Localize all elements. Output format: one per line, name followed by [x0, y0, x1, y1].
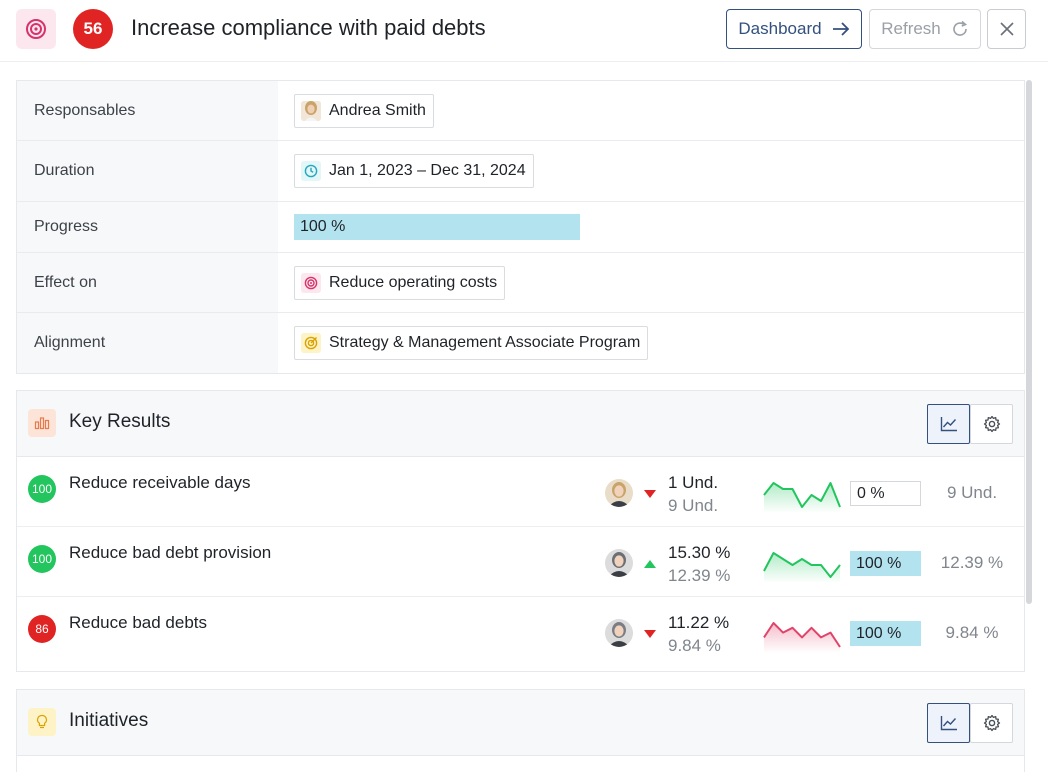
kr-goal-value: 9.84 %: [945, 623, 999, 642]
refresh-button-label: Refresh: [881, 19, 941, 38]
refresh-button[interactable]: Refresh: [869, 9, 981, 49]
trend-down-icon: [643, 627, 657, 638]
kr-score-badge: 100: [28, 475, 56, 503]
kr-name[interactable]: Reduce receivable days: [69, 473, 251, 492]
arrow-right-icon: [832, 22, 849, 36]
duration-chip[interactable]: Jan 1, 2023 – Dec 31, 2024: [294, 154, 534, 188]
alignment-value: Strategy & Management Associate Program: [329, 334, 641, 351]
close-button[interactable]: [987, 9, 1026, 49]
line-chart-icon: [940, 716, 957, 731]
dashboard-button-label: Dashboard: [738, 19, 822, 38]
kr-score-badge: 86: [28, 615, 56, 643]
trend-down-icon: [643, 487, 657, 498]
refresh-icon: [953, 20, 967, 36]
key-results-title: Key Results: [69, 411, 171, 432]
kr-current-value: 11.22 %: [668, 613, 730, 632]
bar-chart-icon: [28, 409, 56, 437]
effect-value: Reduce operating costs: [329, 273, 498, 291]
kr-sparkline: [762, 617, 842, 653]
lightbulb-icon: [28, 708, 56, 736]
target-arrow-icon: [301, 333, 321, 353]
kr-score-badge: 100: [28, 545, 56, 573]
kr-name[interactable]: Reduce bad debt provision: [69, 543, 272, 562]
alignment-chip[interactable]: Strategy & Management Associate Program: [294, 326, 649, 360]
alignment-row: Alignment Strategy & Management Associat…: [17, 313, 1024, 373]
trend-up-icon: [643, 557, 657, 568]
responsables-row: Responsables Andrea Smith: [17, 81, 1024, 141]
responsable-name: Andrea Smith: [329, 101, 426, 119]
key-result-row[interactable]: 100 Reduce bad debt provision 15.30 % 12.39…: [17, 527, 1024, 597]
kr-progress-bar: 100 %: [850, 551, 921, 576]
properties-table: Responsables Andrea Smith Duration: [16, 80, 1025, 374]
kr-current-value: 1 Und.: [668, 473, 719, 492]
avatar: [605, 549, 633, 577]
initiatives-title: Initiatives: [69, 710, 149, 731]
header: 56 Increase compliance with paid debts D…: [0, 0, 1048, 62]
initiatives-chart-button[interactable]: [927, 703, 970, 743]
scrollbar[interactable]: [1026, 80, 1032, 604]
key-results-chart-button[interactable]: [927, 404, 970, 444]
kr-current-value: 15.30 %: [668, 543, 731, 562]
clock-icon: [301, 161, 321, 181]
effect-label: Effect on: [17, 253, 278, 312]
kr-target-value: 12.39 %: [668, 566, 731, 585]
score-badge: 56: [73, 9, 113, 49]
key-result-row[interactable]: 86 Reduce bad debts 11.22 % 9.84 % 100 % 9.84…: [17, 597, 1024, 667]
line-chart-icon: [940, 417, 957, 432]
initiatives-header: Initiatives: [17, 690, 1024, 756]
duration-row: Duration Jan 1, 2023 – Dec 31, 2024: [17, 141, 1024, 202]
progress-label: Progress: [17, 202, 278, 252]
dashboard-button[interactable]: Dashboard: [726, 9, 862, 49]
alignment-label: Alignment: [17, 313, 278, 373]
avatar: [301, 100, 321, 121]
initiatives-settings-button[interactable]: [970, 703, 1013, 743]
effect-chip[interactable]: Reduce operating costs: [294, 265, 506, 300]
goal-target-icon: [16, 9, 56, 49]
kr-sparkline: [762, 477, 842, 513]
responsable-chip[interactable]: Andrea Smith: [294, 93, 434, 128]
kr-progress-bar: 0 %: [850, 481, 921, 506]
initiatives-section: Initiatives: [16, 689, 1025, 772]
key-result-row[interactable]: 100 Reduce receivable days 1 Und. 9 Und. 0 %…: [17, 457, 1024, 527]
effect-row: Effect on Reduce operating costs: [17, 253, 1024, 313]
key-results-header: Key Results: [17, 391, 1024, 457]
kr-target-value: 9.84 %: [668, 636, 721, 655]
key-results-settings-button[interactable]: [970, 404, 1013, 444]
kr-goal-value: 12.39 %: [940, 553, 1004, 572]
kr-progress-bar: 100 %: [850, 621, 921, 646]
kr-goal-value: 9 Und.: [946, 483, 998, 502]
responsables-label: Responsables: [17, 81, 278, 140]
gear-icon: [983, 714, 1000, 732]
avatar: [605, 479, 633, 507]
avatar: [605, 619, 633, 647]
progress-bar: 100 %: [294, 214, 580, 240]
key-results-section: Key Results 100 Reduce receivable days 1 U…: [16, 390, 1025, 672]
page-title: Increase compliance with paid debts: [131, 15, 486, 40]
duration-value: Jan 1, 2023 – Dec 31, 2024: [329, 162, 526, 179]
gear-icon: [983, 415, 1000, 433]
goal-target-icon: [301, 272, 321, 293]
kr-target-value: 9 Und.: [668, 496, 719, 515]
kr-name[interactable]: Reduce bad debts: [69, 613, 207, 632]
duration-label: Duration: [17, 141, 278, 201]
close-icon: [999, 22, 1014, 36]
progress-row: Progress 100 %: [17, 202, 1024, 253]
kr-sparkline: [762, 547, 842, 583]
